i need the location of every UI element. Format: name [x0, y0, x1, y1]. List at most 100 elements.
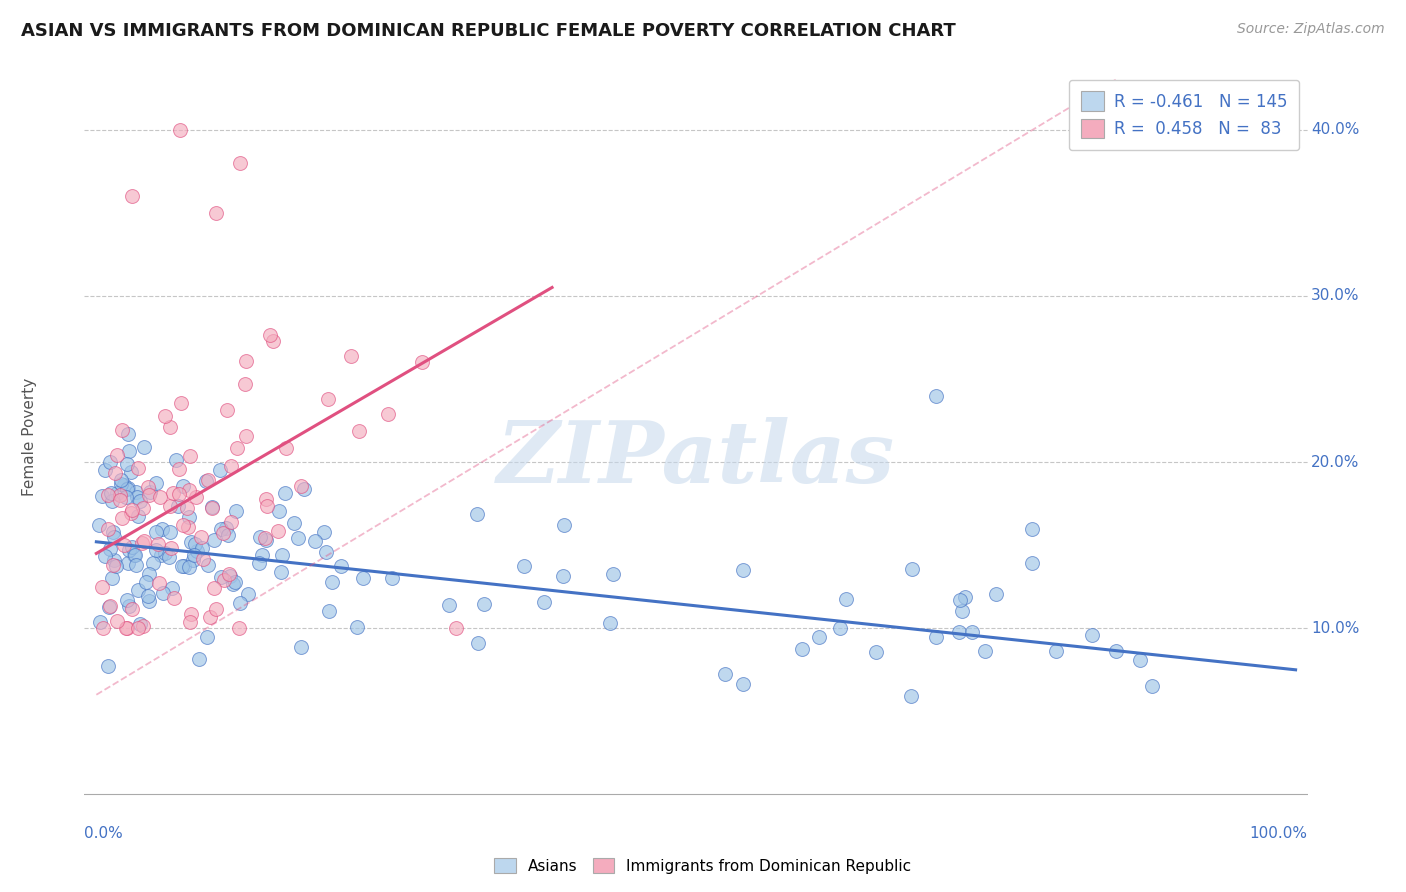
Point — [292, 482, 315, 496]
Point — [120, 506, 142, 520]
Point — [127, 508, 149, 523]
Point — [233, 377, 256, 392]
Point — [97, 658, 120, 673]
Point — [166, 499, 188, 513]
Point — [138, 594, 160, 608]
Point — [472, 598, 495, 612]
Point — [180, 535, 202, 549]
Point — [118, 443, 141, 458]
Point — [167, 487, 190, 501]
Point — [167, 462, 190, 476]
Point — [221, 459, 243, 474]
Point — [714, 666, 737, 681]
Point — [1080, 628, 1102, 642]
Point — [153, 409, 176, 424]
Point — [112, 478, 135, 492]
Point — [553, 517, 575, 532]
Point — [152, 586, 174, 600]
Point — [179, 615, 201, 630]
Point — [131, 536, 153, 550]
Point — [120, 465, 142, 479]
Point — [117, 599, 139, 613]
Point — [91, 580, 114, 594]
Point — [259, 328, 281, 343]
Point — [901, 562, 924, 576]
Point — [209, 522, 232, 536]
Point — [202, 533, 225, 548]
Point — [150, 522, 173, 536]
Point — [121, 602, 143, 616]
Point — [127, 461, 149, 475]
Point — [229, 155, 252, 169]
Point — [1021, 556, 1043, 570]
Point — [169, 122, 191, 136]
Point — [104, 466, 127, 480]
Point — [411, 354, 433, 368]
Point — [551, 569, 574, 583]
Point — [973, 644, 995, 658]
Point — [136, 589, 159, 603]
Point — [105, 449, 128, 463]
Point — [127, 621, 149, 635]
Point — [865, 644, 887, 658]
Point — [290, 640, 312, 655]
Point — [91, 621, 114, 635]
Point — [121, 503, 143, 517]
Point — [103, 530, 125, 544]
Point — [124, 548, 146, 562]
Point — [105, 486, 128, 500]
Point — [229, 596, 252, 610]
Point — [148, 537, 170, 551]
Point — [127, 583, 149, 598]
Point — [115, 592, 138, 607]
Point — [98, 454, 121, 468]
Point — [176, 520, 198, 534]
Point — [153, 546, 176, 560]
Point — [602, 566, 624, 581]
Point — [118, 542, 141, 557]
Point — [103, 553, 125, 567]
Point — [112, 538, 135, 552]
Point — [179, 449, 201, 463]
Point — [148, 575, 170, 590]
Point — [731, 564, 754, 578]
Point — [208, 462, 231, 476]
Point — [108, 493, 131, 508]
Point — [329, 559, 352, 574]
Point — [513, 559, 536, 574]
Point — [172, 559, 194, 574]
Point — [224, 574, 246, 589]
Point — [97, 521, 120, 535]
Text: ZIPatlas: ZIPatlas — [496, 417, 896, 500]
Text: ASIAN VS IMMIGRANTS FROM DOMINICAN REPUBLIC FEMALE POVERTY CORRELATION CHART: ASIAN VS IMMIGRANTS FROM DOMINICAN REPUB… — [21, 22, 956, 40]
Point — [98, 541, 121, 556]
Point — [105, 614, 128, 628]
Point — [149, 490, 172, 504]
Point — [98, 599, 121, 613]
Point — [179, 559, 201, 574]
Point — [217, 528, 239, 542]
Point — [262, 334, 284, 349]
Point — [439, 598, 461, 612]
Point — [179, 483, 201, 497]
Point — [190, 530, 212, 544]
Point — [346, 620, 368, 634]
Point — [89, 615, 111, 630]
Point — [177, 509, 200, 524]
Point — [925, 630, 948, 644]
Point — [599, 615, 621, 630]
Point — [267, 524, 290, 538]
Point — [91, 489, 114, 503]
Point — [117, 426, 139, 441]
Point — [953, 591, 976, 605]
Point — [115, 621, 138, 635]
Point — [121, 540, 143, 554]
Point — [247, 556, 270, 570]
Point — [1140, 679, 1163, 693]
Text: 20.0%: 20.0% — [1312, 455, 1360, 469]
Point — [134, 440, 156, 454]
Point — [129, 617, 152, 632]
Text: 0.0%: 0.0% — [84, 826, 124, 841]
Point — [101, 493, 124, 508]
Point — [159, 420, 181, 434]
